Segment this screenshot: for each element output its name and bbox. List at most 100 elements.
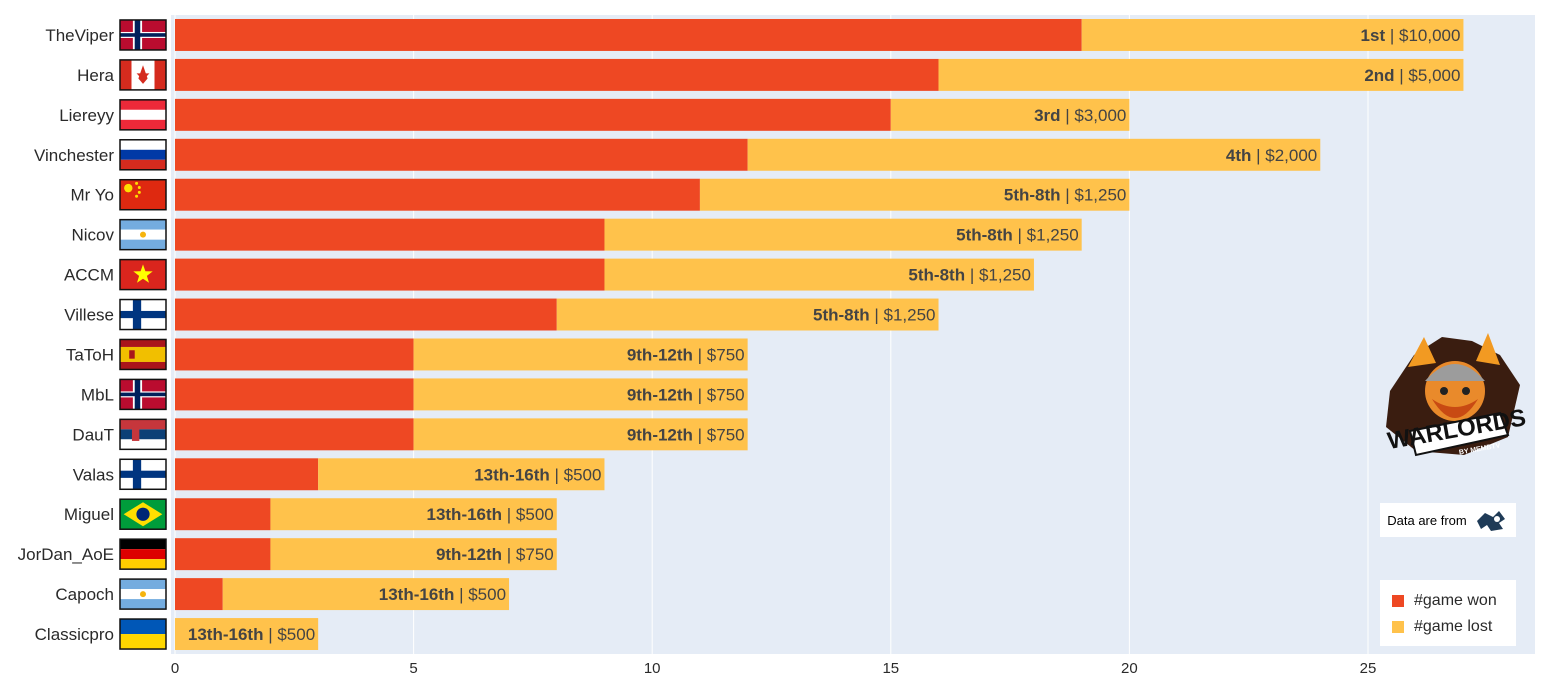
bar-label: 2nd | $5,000 (1364, 66, 1460, 85)
bar-label-place: 13th-16th (426, 505, 506, 524)
bar-label-place: 5th-8th (908, 266, 969, 285)
x-tick-label: 0 (171, 660, 179, 677)
bar-lost (413, 418, 748, 451)
bar-label: 9th-12th | $750 (627, 345, 745, 364)
bar-lost (413, 378, 748, 411)
legend-swatch-lost (1392, 621, 1404, 633)
player-name: Villese (64, 306, 114, 325)
bar-lost (604, 218, 1082, 251)
bar-lost (556, 298, 939, 331)
bar-label-place: 3rd (1034, 106, 1065, 125)
bar-label-place: 9th-12th (627, 385, 698, 404)
bar-lost (222, 578, 510, 611)
player-name: TheViper (45, 26, 114, 45)
bar-won (175, 378, 414, 411)
bar-won (175, 98, 891, 131)
russia-flag-icon (119, 139, 167, 171)
bar-won (175, 138, 748, 171)
bar-won (175, 578, 223, 611)
x-tick-label: 15 (882, 660, 899, 677)
bar-lost (318, 458, 605, 491)
player-name: Valas (73, 465, 114, 484)
bar-label: 4th | $2,000 (1226, 146, 1317, 165)
data-source-note: Data are from (1380, 503, 1516, 537)
bar-label-prize: | $500 (268, 625, 315, 644)
finland-flag-icon (119, 458, 167, 491)
bar-won (175, 258, 605, 291)
bar-label-prize: | $750 (698, 345, 745, 364)
legend: #game won #game lost (1380, 580, 1516, 646)
bar-lost (175, 618, 319, 651)
legend-item-lost: #game lost (1392, 618, 1492, 636)
player-name: Mr Yo (71, 186, 114, 205)
bar-label: 3rd | $3,000 (1034, 106, 1126, 125)
vietnam-flag-icon (119, 258, 167, 291)
bar-won (175, 418, 414, 451)
serbia-flag-icon (119, 418, 167, 451)
bar-lost (413, 338, 748, 371)
bar-label-place: 5th-8th (1004, 186, 1065, 205)
legend-label-lost: #game lost (1414, 618, 1493, 635)
bar-won (175, 538, 271, 571)
bar-lost (747, 138, 1321, 171)
bar-label: 5th-8th | $1,250 (908, 266, 1031, 285)
player-name: TaToH (66, 345, 114, 364)
player-name: Hera (77, 66, 114, 85)
bar-lost (270, 538, 557, 571)
bar-label-place: 2nd (1364, 66, 1399, 85)
bar-won (175, 338, 414, 371)
bar-label: 9th-12th | $750 (627, 385, 745, 404)
ukraine-flag-icon (119, 618, 167, 650)
bar-label-prize: | $750 (698, 385, 745, 404)
player-name: MbL (81, 385, 114, 404)
bar-label-prize: | $750 (698, 425, 745, 444)
bar-label: 5th-8th | $1,250 (956, 226, 1079, 245)
bar-won (175, 178, 700, 211)
bar-won (175, 458, 319, 491)
bar-label: 13th-16th | $500 (426, 505, 553, 524)
x-tick-label: 5 (409, 660, 417, 677)
argentina-flag-icon (119, 578, 167, 610)
bar-label-place: 5th-8th (956, 226, 1017, 245)
player-name: Liereyy (59, 106, 114, 125)
bar-label-place: 13th-16th (188, 625, 268, 644)
bar-label-place: 9th-12th (627, 425, 698, 444)
bar-label-prize: | $750 (507, 545, 554, 564)
norway-flag-icon (119, 378, 167, 411)
norway-flag-icon (119, 19, 167, 51)
player-name: Nicov (71, 226, 114, 245)
bar-won (175, 298, 557, 331)
data-source-text: Data are from (1387, 512, 1467, 528)
bar-label-place: 1st (1361, 26, 1390, 45)
bar-label-place: 9th-12th (436, 545, 507, 564)
bar-label: 13th-16th | $500 (188, 625, 315, 644)
bar-won (175, 58, 939, 91)
bar-label-prize: | $500 (507, 505, 554, 524)
bar-label-place: 4th (1226, 146, 1256, 165)
bar-label: 9th-12th | $750 (627, 425, 745, 444)
bar-label-prize: | $1,250 (874, 306, 935, 325)
bar-label-prize: | $3,000 (1065, 106, 1126, 125)
x-tick-label: 20 (1121, 660, 1138, 677)
legend-item-won: #game won (1392, 592, 1497, 610)
germany-flag-icon (119, 538, 167, 570)
player-name: Classicpro (35, 625, 114, 644)
austria-flag-icon (119, 99, 167, 131)
bar-label-prize: | $5,000 (1399, 66, 1460, 85)
bar-lost (938, 58, 1464, 91)
player-name: Miguel (64, 505, 114, 524)
puzzle-source-icon (1476, 511, 1505, 531)
bar-label-prize: | $10,000 (1390, 26, 1461, 45)
x-tick-label: 25 (1360, 660, 1377, 677)
bar-lost (1081, 18, 1464, 51)
bar-label: 9th-12th | $750 (436, 545, 554, 564)
player-name: Vinchester (34, 146, 114, 165)
argentina-flag-icon (119, 218, 167, 251)
bar-label-prize: | $1,250 (1018, 226, 1079, 245)
player-name: JorDan_AoE (18, 545, 114, 564)
bar-label-prize: | $1,250 (970, 266, 1031, 285)
bar-label-prize: | $2,000 (1256, 146, 1317, 165)
bar-label-place: 13th-16th (474, 465, 554, 484)
bar-label: 1st | $10,000 (1361, 26, 1461, 45)
